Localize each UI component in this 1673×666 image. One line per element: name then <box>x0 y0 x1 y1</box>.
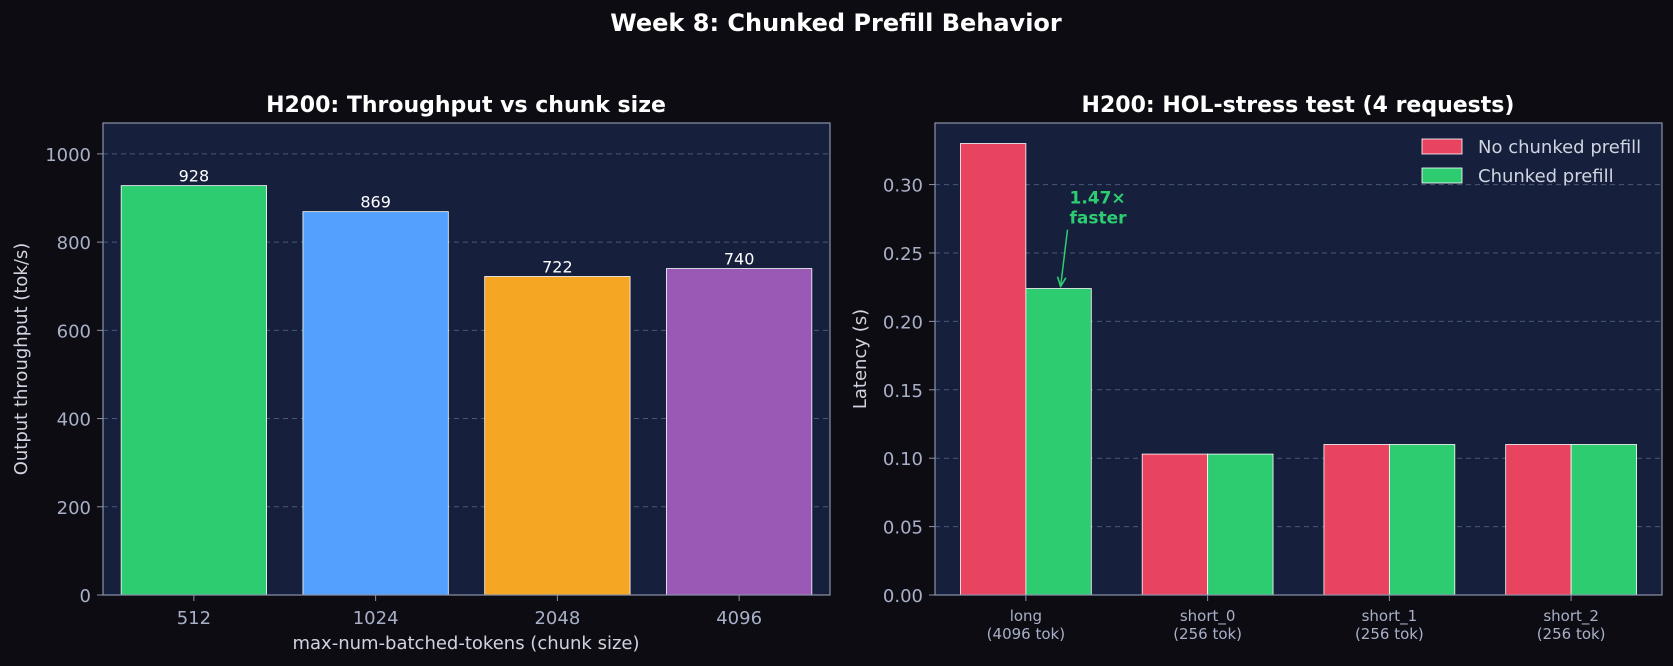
bars <box>960 143 1637 596</box>
figure-suptitle: Week 8: Chunked Prefill Behavior <box>610 9 1062 37</box>
plot-frame <box>102 122 831 596</box>
x-tick-label: 2048 <box>534 608 580 629</box>
bar-value-label: 722 <box>542 258 573 277</box>
bar-short_2-series-0 <box>1505 444 1572 596</box>
x-tick-label: 512 <box>177 608 211 629</box>
y-tick-label: 600 <box>57 321 91 342</box>
y-axis-label: Latency (s) <box>850 309 871 409</box>
bar-2048 <box>484 276 631 596</box>
y-tick-label: 0 <box>80 586 91 607</box>
hol-stress-chart: 0.00 0.05 0.10 0.15 0.20 0.25 0.30 long (4096 t… <box>850 93 1663 643</box>
speedup-annotation: 1.47× faster <box>1061 189 1127 287</box>
bar-short_2-series-1 <box>1570 444 1637 596</box>
x-tick-label: short_0 (256 tok) <box>1173 607 1242 643</box>
bar-short_0-series-1 <box>1207 453 1274 596</box>
x-tick-label: short_1 (256 tok) <box>1355 607 1424 643</box>
y-tick-label: 0.15 <box>883 381 923 402</box>
x-tick-label: 4096 <box>716 608 762 629</box>
annotation-text: 1.47× faster <box>1069 189 1127 229</box>
annotation-arrow <box>1061 229 1069 287</box>
y-axis-ticks: 0 200 400 600 800 1000 <box>45 145 103 607</box>
y-tick-label: 0.00 <box>883 586 923 607</box>
y-tick-label: 0.10 <box>883 449 923 470</box>
bar-short_1-series-1 <box>1388 444 1456 596</box>
y-tick-label: 1000 <box>45 145 91 166</box>
bar-long-series-0 <box>960 143 1027 596</box>
bar-value-label: 869 <box>360 193 391 212</box>
legend-swatch <box>1421 167 1463 184</box>
y-tick-label: 0.20 <box>883 312 923 333</box>
x-tick-label: long (4096 tok) <box>987 607 1065 643</box>
x-axis-ticks: 512 1024 2048 4096 <box>177 595 762 629</box>
y-tick-label: 0.30 <box>883 176 923 197</box>
x-tick-label: 1024 <box>353 608 399 629</box>
bars <box>120 185 813 596</box>
y-tick-label: 0.05 <box>883 518 923 539</box>
chart-title: H200: HOL-stress test (4 requests) <box>1082 93 1515 118</box>
x-axis-ticks: long (4096 tok) short_0 (256 tok) short_1 (25… <box>987 595 1606 643</box>
bar-short_0-series-0 <box>1141 453 1209 596</box>
chart-title: H200: Throughput vs chunk size <box>266 93 666 118</box>
y-axis-label: Output throughput (tok/s) <box>11 243 32 476</box>
x-axis-label: max-num-batched-tokens (chunk size) <box>292 633 639 654</box>
legend-label: No chunked prefill <box>1478 137 1641 158</box>
bar-value-label: 928 <box>179 167 210 186</box>
bar-value-labels: 928 869 722 740 <box>179 167 755 277</box>
y-tick-label: 200 <box>57 498 91 519</box>
legend: No chunked prefill Chunked prefill <box>1421 137 1641 187</box>
legend-swatch <box>1421 138 1463 155</box>
y-tick-label: 400 <box>57 410 91 431</box>
bar-value-label: 740 <box>724 250 755 269</box>
y-axis-ticks: 0.00 0.05 0.10 0.15 0.20 0.25 0.30 <box>883 176 935 607</box>
bar-long-series-1 <box>1025 288 1092 596</box>
bar-1024 <box>302 211 449 596</box>
legend-label: Chunked prefill <box>1478 166 1614 187</box>
bar-short_1-series-0 <box>1323 444 1390 596</box>
x-tick-label: short_2 (256 tok) <box>1537 607 1606 643</box>
plot-frame <box>934 122 1663 596</box>
y-tick-label: 800 <box>57 233 91 254</box>
throughput-chart: 928 869 722 740 0 200 400 600 800 1000 512 1024 20… <box>11 93 831 654</box>
bar-4096 <box>666 268 813 596</box>
bar-512 <box>120 185 267 596</box>
y-tick-label: 0.25 <box>883 244 923 265</box>
